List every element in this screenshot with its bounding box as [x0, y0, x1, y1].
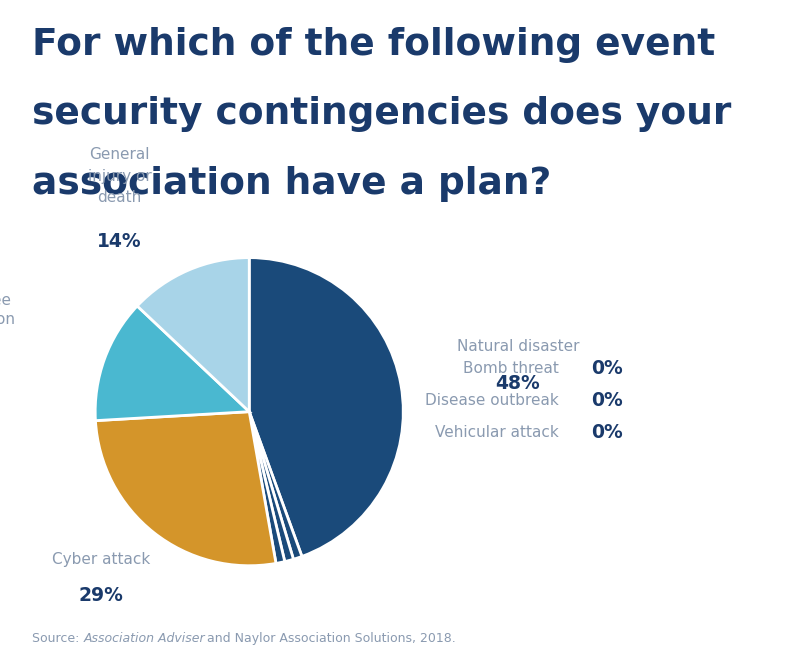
Text: Source:: Source:	[32, 632, 84, 645]
Wedge shape	[249, 258, 403, 556]
Text: General: General	[89, 147, 149, 162]
Text: 0%: 0%	[591, 391, 622, 410]
Text: Natural disaster: Natural disaster	[456, 339, 578, 354]
Wedge shape	[249, 412, 284, 563]
Text: Cyber attack: Cyber attack	[52, 552, 150, 566]
Text: disruption: disruption	[0, 311, 15, 327]
Text: death: death	[97, 190, 141, 205]
Text: 0%: 0%	[591, 359, 622, 378]
Text: 48%: 48%	[495, 374, 540, 392]
Text: Bomb threat: Bomb threat	[463, 361, 558, 376]
Wedge shape	[249, 412, 302, 559]
Text: injury or: injury or	[88, 169, 151, 184]
Text: Vehicular attack: Vehicular attack	[434, 425, 558, 440]
Wedge shape	[137, 258, 249, 412]
Text: security contingencies does your: security contingencies does your	[32, 96, 731, 132]
Wedge shape	[95, 306, 249, 420]
Text: association have a plan?: association have a plan?	[32, 166, 551, 202]
Text: 29%: 29%	[79, 586, 124, 606]
Text: Attendee: Attendee	[0, 293, 12, 308]
Text: 0%: 0%	[591, 423, 622, 442]
Text: and Naylor Association Solutions, 2018.: and Naylor Association Solutions, 2018.	[202, 632, 454, 645]
Text: For which of the following event: For which of the following event	[32, 27, 715, 62]
Wedge shape	[96, 412, 275, 566]
Text: Disease outbreak: Disease outbreak	[425, 393, 558, 408]
Wedge shape	[249, 412, 293, 562]
Text: Association Adviser: Association Adviser	[84, 632, 205, 645]
Text: 14%: 14%	[97, 232, 141, 251]
